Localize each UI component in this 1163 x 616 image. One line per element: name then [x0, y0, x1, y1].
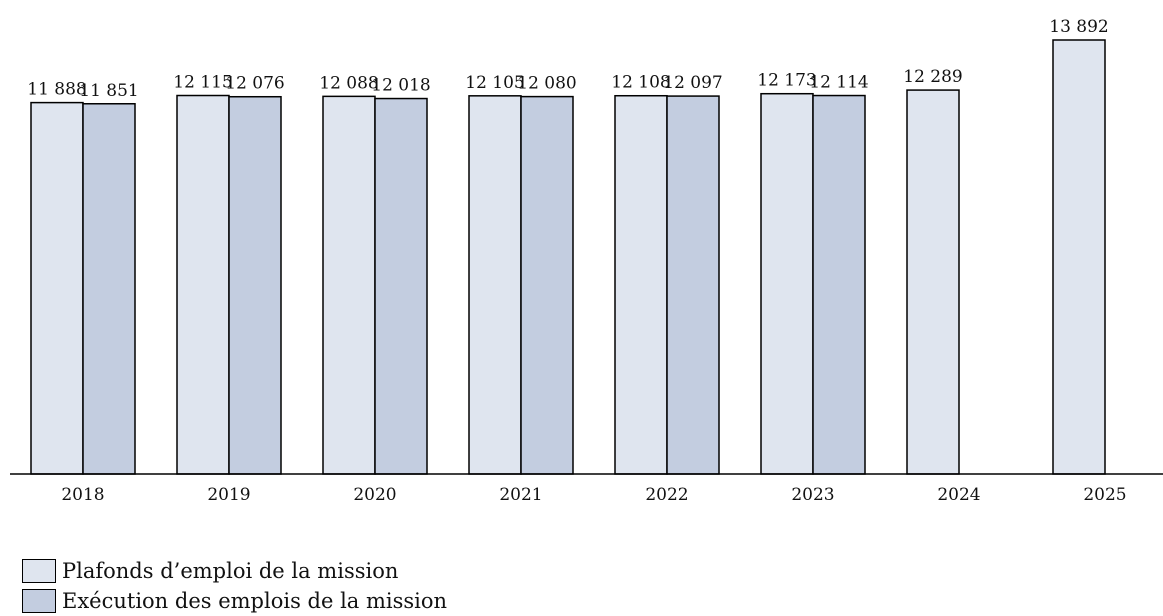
value-label-plafonds-2018: 11 888 — [27, 80, 86, 100]
bar-plafonds-2024 — [906, 89, 960, 475]
x-tick-label-2024: 2024 — [937, 485, 980, 505]
legend-swatch-plafonds — [22, 559, 56, 583]
value-label-plafonds-2019: 12 115 — [173, 73, 232, 93]
value-label-plafonds-2020: 12 088 — [319, 73, 378, 93]
bar-plafonds-2021 — [468, 95, 522, 475]
x-tick-label-2019: 2019 — [207, 485, 250, 505]
value-label-execution-2022: 12 097 — [663, 73, 722, 93]
bar-plafonds-2025 — [1052, 39, 1106, 475]
value-label-plafonds-2023: 12 173 — [757, 71, 816, 91]
bar-plafonds-2022 — [614, 94, 668, 475]
bar-execution-2018 — [82, 103, 136, 475]
value-label-execution-2019: 12 076 — [225, 74, 284, 94]
legend-swatch-execution — [22, 589, 56, 613]
legend-item-execution: Exécution des emplois de la mission — [22, 586, 447, 616]
bar-execution-2022 — [666, 95, 720, 475]
x-tick-label-2022: 2022 — [645, 485, 688, 505]
legend: Plafonds d’emploi de la mission Exécutio… — [22, 556, 447, 616]
x-tick-label-2020: 2020 — [353, 485, 396, 505]
bar-execution-2019 — [228, 95, 282, 475]
value-label-plafonds-2021: 12 105 — [465, 73, 524, 93]
bar-execution-2020 — [374, 97, 428, 475]
x-tick-label-2018: 2018 — [61, 485, 104, 505]
bar-execution-2023 — [812, 94, 866, 475]
value-label-plafonds-2025: 13 892 — [1049, 17, 1108, 37]
bar-plafonds-2020 — [322, 95, 376, 475]
value-label-execution-2023: 12 114 — [809, 73, 868, 93]
bar-plafonds-2019 — [176, 94, 230, 475]
x-tick-label-2021: 2021 — [499, 485, 542, 505]
value-label-execution-2020: 12 018 — [371, 76, 430, 96]
bar-execution-2021 — [520, 95, 574, 475]
x-tick-labels-group: 2018 2019 2020 2021 2022 2023 2024 2025 — [61, 485, 1126, 505]
bar-plafonds-2023 — [760, 92, 814, 475]
x-tick-label-2023: 2023 — [791, 485, 834, 505]
value-label-execution-2021: 12 080 — [517, 74, 576, 94]
bars-group — [30, 39, 1106, 475]
value-label-plafonds-2024: 12 289 — [903, 67, 962, 87]
legend-label-plafonds: Plafonds d’emploi de la mission — [62, 559, 399, 583]
value-label-execution-2018: 11 851 — [79, 81, 138, 101]
legend-label-execution: Exécution des emplois de la mission — [62, 589, 448, 613]
legend-item-plafonds: Plafonds d’emploi de la mission — [22, 556, 447, 586]
x-tick-label-2025: 2025 — [1083, 485, 1126, 505]
value-label-plafonds-2022: 12 108 — [611, 73, 670, 93]
bar-plafonds-2018 — [30, 101, 84, 475]
